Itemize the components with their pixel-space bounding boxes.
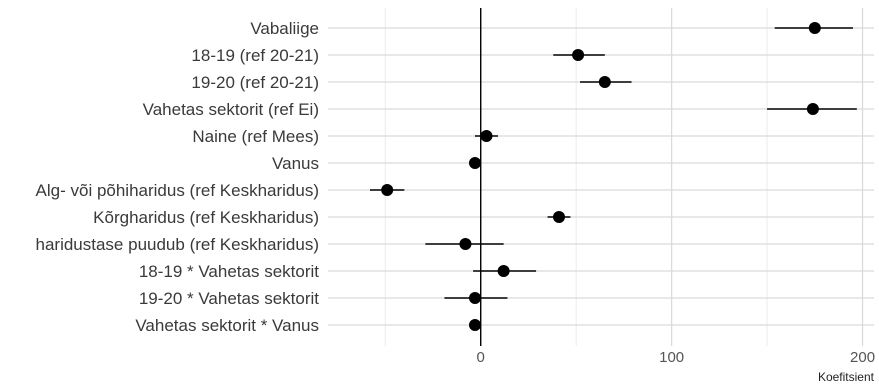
x-tick-label: 0	[477, 349, 485, 366]
estimate-point	[469, 157, 481, 169]
x-axis-ticks: 0 100 200	[477, 349, 876, 366]
estimate-point	[599, 76, 611, 88]
estimate-point	[553, 211, 565, 223]
estimate-point	[809, 22, 821, 34]
estimate-point	[469, 292, 481, 304]
estimate-point	[459, 238, 471, 250]
term-label: 19-20 * Vahetas sektorit	[139, 289, 319, 308]
x-tick-label: 200	[850, 349, 875, 366]
term-label: Vanus	[272, 154, 319, 173]
x-axis-title: Koefitsient	[818, 370, 875, 384]
estimate-points	[381, 22, 821, 331]
estimate-point	[381, 184, 393, 196]
grid	[328, 8, 874, 346]
term-label: Vahetas sektorit (ref Ei)	[143, 100, 319, 119]
term-label: 18-19 (ref 20-21)	[191, 46, 319, 65]
confidence-intervals	[370, 28, 857, 325]
estimate-point	[572, 49, 584, 61]
x-tick-label: 100	[659, 349, 684, 366]
estimate-point	[498, 265, 510, 277]
estimate-point	[480, 130, 492, 142]
term-label: Alg- või põhiharidus (ref Keskharidus)	[36, 181, 319, 200]
term-label: Kõrgharidus (ref Keskharidus)	[93, 208, 319, 227]
term-label: haridustase puudub (ref Keskharidus)	[36, 235, 320, 254]
term-label: Naine (ref Mees)	[192, 127, 319, 146]
estimate-point	[469, 319, 481, 331]
term-labels: Vabaliige 18-19 (ref 20-21) 19-20 (ref 20-…	[36, 19, 320, 335]
term-label: Vabaliige	[250, 19, 319, 38]
estimate-point	[807, 103, 819, 115]
term-label: Vahetas sektorit * Vanus	[135, 316, 319, 335]
term-label: 18-19 * Vahetas sektorit	[139, 262, 319, 281]
term-label: 19-20 (ref 20-21)	[191, 73, 319, 92]
